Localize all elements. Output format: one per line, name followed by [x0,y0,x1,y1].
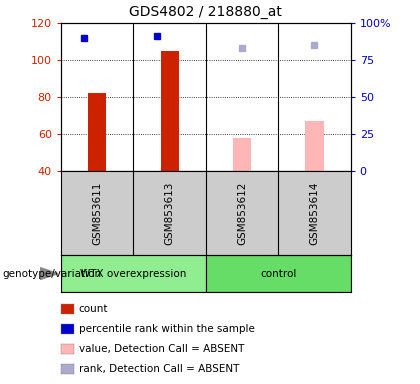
Text: GSM853613: GSM853613 [165,181,175,245]
Bar [61,255,206,292]
Title: GDS4802 / 218880_at: GDS4802 / 218880_at [129,5,282,19]
Polygon shape [40,268,58,280]
Bar [305,121,323,171]
Text: rank, Detection Call = ABSENT: rank, Detection Call = ABSENT [79,364,239,374]
Text: genotype/variation: genotype/variation [2,268,101,279]
Bar [206,255,351,292]
Bar [88,93,106,171]
Text: GSM853611: GSM853611 [92,181,102,245]
Bar [233,137,251,171]
Text: GSM853612: GSM853612 [237,181,247,245]
Text: percentile rank within the sample: percentile rank within the sample [79,324,255,334]
Text: WTX overexpression: WTX overexpression [80,268,186,279]
Text: count: count [79,304,108,314]
Text: value, Detection Call = ABSENT: value, Detection Call = ABSENT [79,344,244,354]
Text: control: control [260,268,297,279]
Bar [160,51,178,171]
Text: GSM853614: GSM853614 [310,181,320,245]
